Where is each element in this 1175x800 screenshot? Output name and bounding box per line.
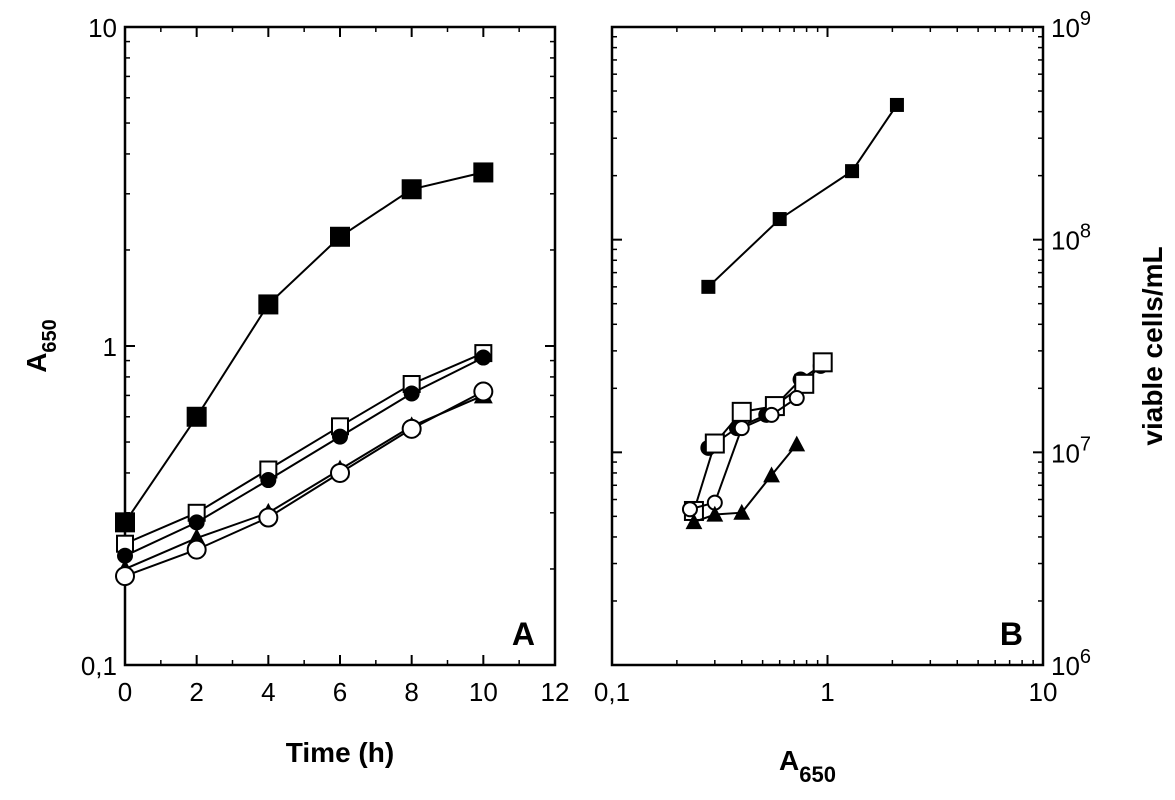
filled-square-marker [186,406,207,427]
x-axis-title: A650 [779,745,836,787]
y-tick-label-exponent: 6 [1080,646,1091,668]
series-line [124,356,484,557]
series-open-circle [115,381,494,587]
y-tick-label-base: 10 [1051,651,1080,681]
x-tick-label: 10 [1029,677,1058,707]
open-circle-marker [186,539,207,560]
filled-square-marker [115,512,135,533]
filled-circle-marker [260,472,277,489]
series-open-circle [681,390,805,518]
filled-square-marker [772,212,787,227]
y-tick-label: 0,1 [81,651,117,681]
series-filled-triangle [115,385,493,577]
open-square-marker [704,433,725,454]
series-line [707,104,898,288]
series-line [124,390,484,578]
filled-circle-marker [403,385,420,402]
filled-circle-marker [188,514,205,531]
filled-circle-marker [332,428,348,445]
series-filled-triangle [685,435,806,530]
series-filled-square [115,162,494,533]
open-circle-marker [473,381,494,402]
open-circle-marker [401,418,422,439]
x-tick-label: 10 [469,677,498,707]
y-tick-label: 108 [1051,221,1091,256]
y-tick-label-exponent: 7 [1080,433,1091,455]
x-tick-label: 0,1 [594,677,630,707]
filled-triangle-marker [788,435,806,452]
series-line [124,171,484,523]
plot-frame [610,25,1045,667]
y-tick-label: 10 [88,13,117,43]
x-tick-label: 0 [118,677,132,707]
open-circle-marker [788,390,805,407]
x-axis-title-base: A [779,745,799,776]
filled-triangle-marker [685,513,703,530]
y-tick-label-exponent: 8 [1080,221,1091,243]
y-tick-label: 1 [103,332,117,362]
filled-triangle-marker [763,466,780,483]
open-square-marker [794,373,815,394]
x-tick-label: 2 [189,677,203,707]
y-axis-title: viable cells/mL [1137,246,1168,445]
x-tick-label: 12 [541,677,570,707]
series-filled-square [701,97,904,294]
filled-square-marker [330,226,350,247]
series-line [124,352,484,545]
filled-circle-marker [117,547,133,564]
x-tick-label: 8 [404,677,418,707]
series-open-square [683,352,833,521]
filled-square-marker [473,162,494,183]
y-tick-label-base: 10 [1051,438,1080,468]
y-tick-label-base: 10 [1051,226,1080,256]
filled-triangle-marker [706,505,724,522]
filled-square-marker [258,294,279,315]
y-axis-title: A650 [21,319,61,373]
y-tick-label: 109 [1051,8,1091,43]
series-line [693,443,798,524]
open-circle-marker [115,566,135,587]
y-axis-title-subscript: 650 [39,319,61,352]
open-square-marker [812,352,833,373]
filled-square-marker [845,164,860,179]
open-circle-marker [258,507,279,528]
open-circle-marker [330,462,350,483]
y-tick-label-exponent: 9 [1080,8,1091,30]
panel-label: B [1000,616,1023,652]
filled-triangle-marker [733,503,751,520]
y-axis-title-base: A [21,353,52,373]
y-tick-label: 106 [1051,646,1091,681]
series-filled-circle [117,349,492,564]
x-axis-title-subscript: 650 [799,762,836,787]
filled-square-marker [889,97,904,112]
filled-square-marker [401,179,422,200]
y-tick-label-base: 10 [1051,13,1080,43]
open-circle-marker [733,420,750,437]
panel-label: A [512,616,535,652]
x-tick-label: 4 [261,677,275,707]
x-tick-label: 6 [333,677,347,707]
open-circle-marker [681,501,698,518]
filled-circle-marker [475,349,492,366]
open-square-marker [731,401,752,422]
y-tick-label: 107 [1051,433,1091,468]
series-open-square [116,344,493,553]
x-axis-title: Time (h) [286,737,394,768]
series-line [124,394,484,570]
open-circle-marker [763,406,780,423]
x-tick-label: 1 [820,677,834,707]
filled-square-marker [701,279,716,294]
